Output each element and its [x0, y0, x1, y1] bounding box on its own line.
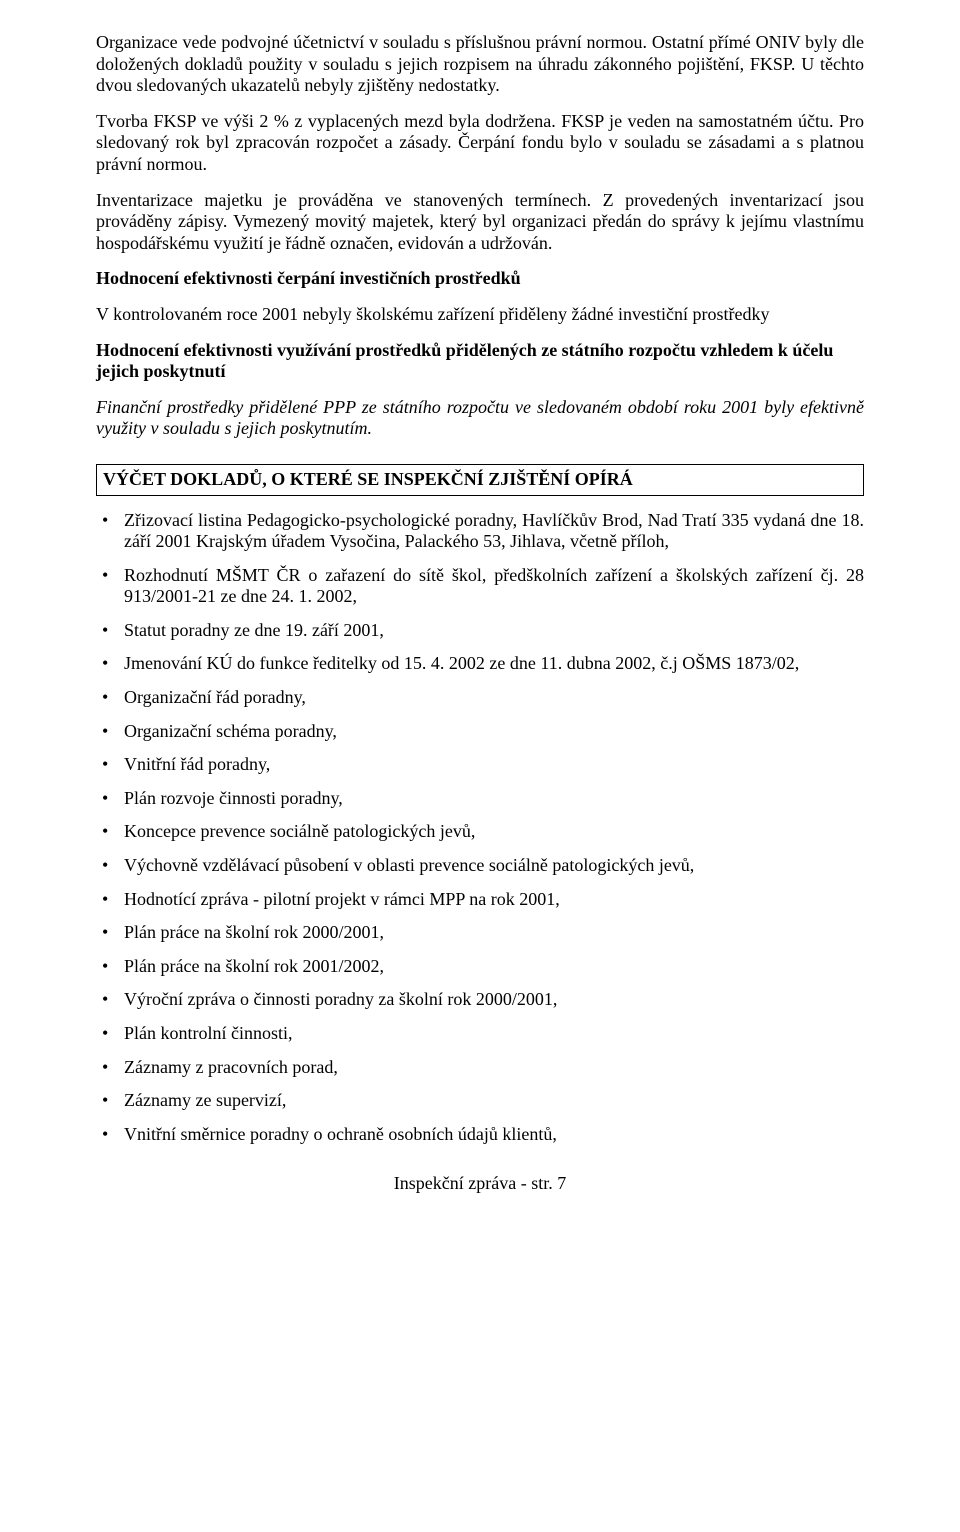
- paragraph-3: Inventarizace majetku je prováděna ve st…: [96, 190, 864, 255]
- list-item: Jmenování KÚ do funkce ředitelky od 15. …: [96, 653, 864, 675]
- list-item: Vnitřní řád poradny,: [96, 754, 864, 776]
- heading-effectiveness: Hodnocení efektivnosti využívání prostře…: [96, 340, 864, 383]
- heading-investment-text: V kontrolovaném roce 2001 nebyly školské…: [96, 304, 864, 326]
- boxed-heading-documents: VÝČET DOKLADŮ, O KTERÉ SE INSPEKČNÍ ZJIŠ…: [96, 464, 864, 496]
- list-item: Plán práce na školní rok 2001/2002,: [96, 956, 864, 978]
- list-item: Hodnotící zpráva - pilotní projekt v rám…: [96, 889, 864, 911]
- heading-investment: Hodnocení efektivnosti čerpání investičn…: [96, 268, 864, 290]
- list-item: Záznamy z pracovních porad,: [96, 1057, 864, 1079]
- list-item: Rozhodnutí MŠMT ČR o zařazení do sítě šk…: [96, 565, 864, 608]
- list-item: Organizační řád poradny,: [96, 687, 864, 709]
- list-item: Záznamy ze supervizí,: [96, 1090, 864, 1112]
- list-item: Výchovně vzdělávací působení v oblasti p…: [96, 855, 864, 877]
- paragraph-1: Organizace vede podvojné účetnictví v so…: [96, 32, 864, 97]
- list-item: Zřizovací listina Pedagogicko-psychologi…: [96, 510, 864, 553]
- list-item: Plán kontrolní činnosti,: [96, 1023, 864, 1045]
- paragraph-2: Tvorba FKSP ve výši 2 % z vyplacených me…: [96, 111, 864, 176]
- page-footer: Inspekční zpráva - str. 7: [96, 1173, 864, 1195]
- list-item: Plán práce na školní rok 2000/2001,: [96, 922, 864, 944]
- list-item: Organizační schéma poradny,: [96, 721, 864, 743]
- list-item: Koncepce prevence sociálně patologických…: [96, 821, 864, 843]
- list-item: Plán rozvoje činnosti poradny,: [96, 788, 864, 810]
- document-list: Zřizovací listina Pedagogicko-psychologi…: [96, 510, 864, 1146]
- list-item: Statut poradny ze dne 19. září 2001,: [96, 620, 864, 642]
- list-item: Vnitřní směrnice poradny o ochraně osobn…: [96, 1124, 864, 1146]
- document-page: Organizace vede podvojné účetnictví v so…: [0, 0, 960, 1532]
- list-item: Výroční zpráva o činnosti poradny za ško…: [96, 989, 864, 1011]
- heading-effectiveness-text: Finanční prostředky přidělené PPP ze stá…: [96, 397, 864, 440]
